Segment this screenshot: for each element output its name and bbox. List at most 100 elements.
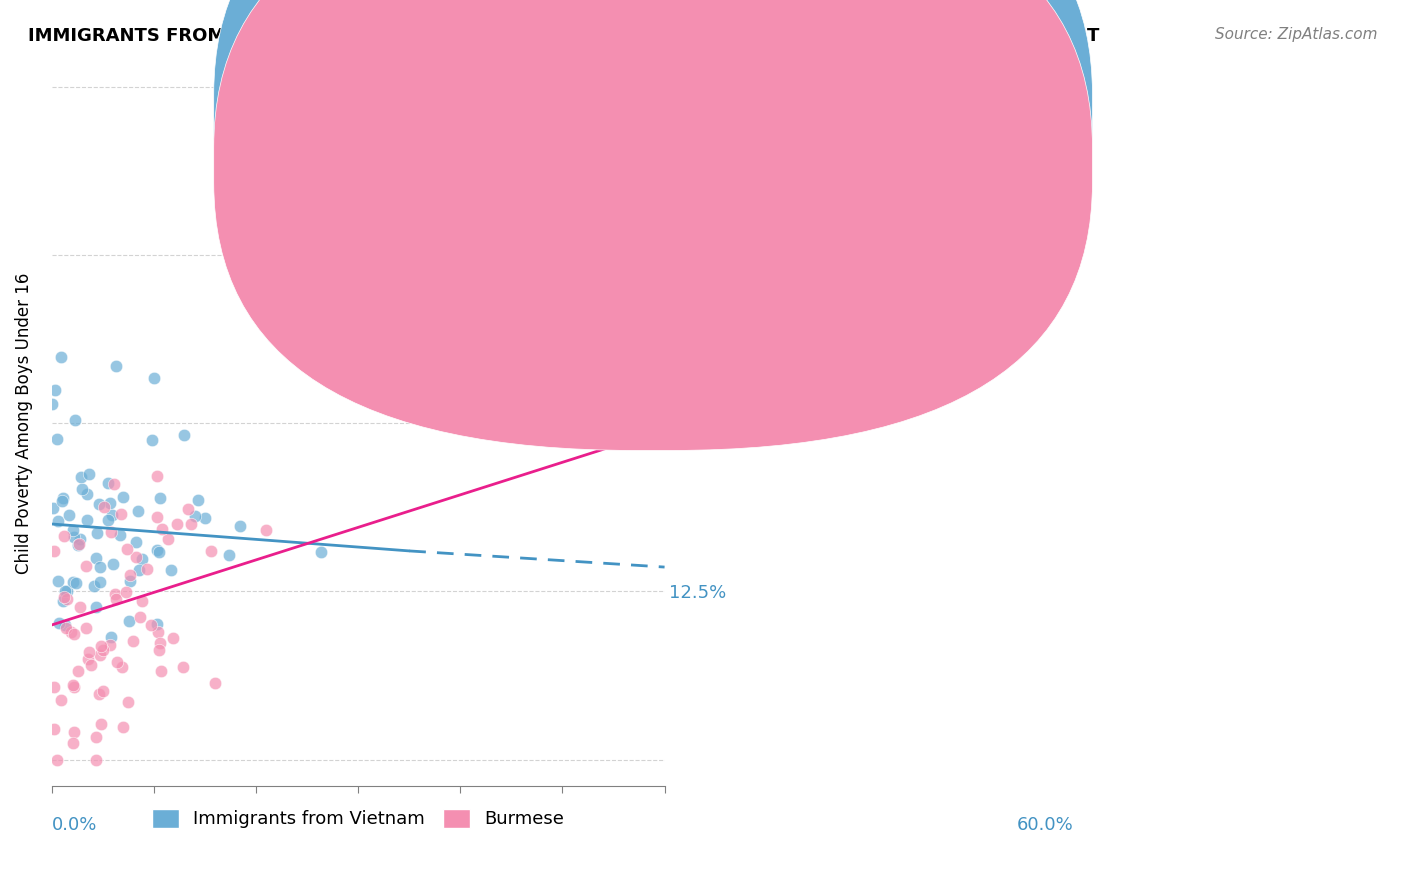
Point — [200, 544, 222, 558]
Point — [128, 563, 150, 577]
Point — [173, 428, 195, 442]
Point — [111, 491, 134, 505]
Point — [104, 586, 127, 600]
Point — [96, 513, 118, 527]
Point — [53, 584, 76, 599]
Point — [104, 591, 127, 606]
Point — [98, 638, 121, 652]
Point — [56, 583, 79, 598]
Point — [84, 753, 107, 767]
Point — [309, 545, 332, 559]
Text: 0.0%: 0.0% — [52, 815, 97, 833]
Point — [52, 491, 75, 505]
Point — [79, 645, 101, 659]
Y-axis label: Child Poverty Among Boys Under 16: Child Poverty Among Boys Under 16 — [15, 272, 32, 574]
Point — [162, 631, 184, 645]
Point — [89, 560, 111, 574]
Point — [141, 434, 163, 448]
Point — [67, 664, 90, 678]
Point — [131, 552, 153, 566]
Point — [103, 557, 125, 571]
Point — [77, 467, 100, 481]
Point — [42, 501, 65, 516]
Point — [117, 614, 139, 628]
Point — [76, 513, 98, 527]
Point — [218, 549, 240, 563]
Point — [67, 538, 90, 552]
Point — [72, 482, 94, 496]
Point — [90, 640, 112, 654]
Point — [100, 630, 122, 644]
Point — [148, 636, 170, 650]
Point — [49, 350, 72, 364]
Point — [127, 504, 149, 518]
Point — [150, 522, 173, 536]
Point — [86, 525, 108, 540]
Point — [75, 559, 97, 574]
Point — [97, 476, 120, 491]
Point — [63, 681, 86, 695]
Point — [52, 594, 75, 608]
Point — [111, 660, 134, 674]
Point — [146, 510, 169, 524]
Point — [44, 722, 66, 736]
Point — [87, 687, 110, 701]
Point — [62, 678, 84, 692]
Point — [80, 657, 103, 672]
Point — [46, 514, 69, 528]
Point — [118, 568, 141, 582]
Point — [46, 432, 69, 446]
Legend: Immigrants from Vietnam, Burmese: Immigrants from Vietnam, Burmese — [145, 802, 572, 836]
Point — [194, 511, 217, 525]
Point — [115, 541, 138, 556]
Point — [101, 508, 124, 523]
Point — [93, 500, 115, 515]
Text: IMMIGRANTS FROM VIETNAM VS BURMESE CHILD POVERTY AMONG BOYS UNDER 16 CORRELATION: IMMIGRANTS FROM VIETNAM VS BURMESE CHILD… — [28, 27, 1099, 45]
Point — [148, 643, 170, 657]
Point — [84, 730, 107, 744]
Point — [115, 585, 138, 599]
Point — [149, 664, 172, 678]
Point — [157, 532, 180, 546]
Point — [53, 618, 76, 632]
Point — [41, 397, 63, 411]
Point — [55, 622, 77, 636]
Point — [598, 161, 620, 175]
Point — [122, 633, 145, 648]
Point — [75, 621, 97, 635]
Point — [48, 615, 70, 630]
Point — [105, 656, 128, 670]
Point — [228, 518, 250, 533]
Point — [117, 695, 139, 709]
Point — [69, 533, 91, 547]
Point — [125, 534, 148, 549]
Point — [149, 491, 172, 505]
Point — [62, 530, 84, 544]
Text: N = 67: N = 67 — [823, 156, 887, 174]
Point — [103, 477, 125, 491]
Point — [63, 725, 86, 739]
Point — [128, 609, 150, 624]
Point — [70, 469, 93, 483]
Point — [148, 624, 170, 639]
Text: N = 63: N = 63 — [823, 103, 887, 120]
Point — [44, 544, 66, 558]
Point — [135, 562, 157, 576]
Point — [112, 720, 135, 734]
Text: 60.0%: 60.0% — [1017, 815, 1073, 833]
Point — [172, 660, 194, 674]
Point — [67, 536, 90, 550]
Point — [204, 675, 226, 690]
Point — [166, 517, 188, 532]
Point — [56, 591, 79, 606]
Point — [69, 600, 91, 615]
Point — [62, 523, 84, 537]
Point — [110, 528, 132, 542]
Text: R = -0.094: R = -0.094 — [682, 103, 790, 120]
Point — [62, 736, 84, 750]
Point — [89, 648, 111, 663]
Point — [89, 575, 111, 590]
Point — [58, 508, 80, 523]
Point — [125, 550, 148, 565]
Point — [145, 543, 167, 558]
